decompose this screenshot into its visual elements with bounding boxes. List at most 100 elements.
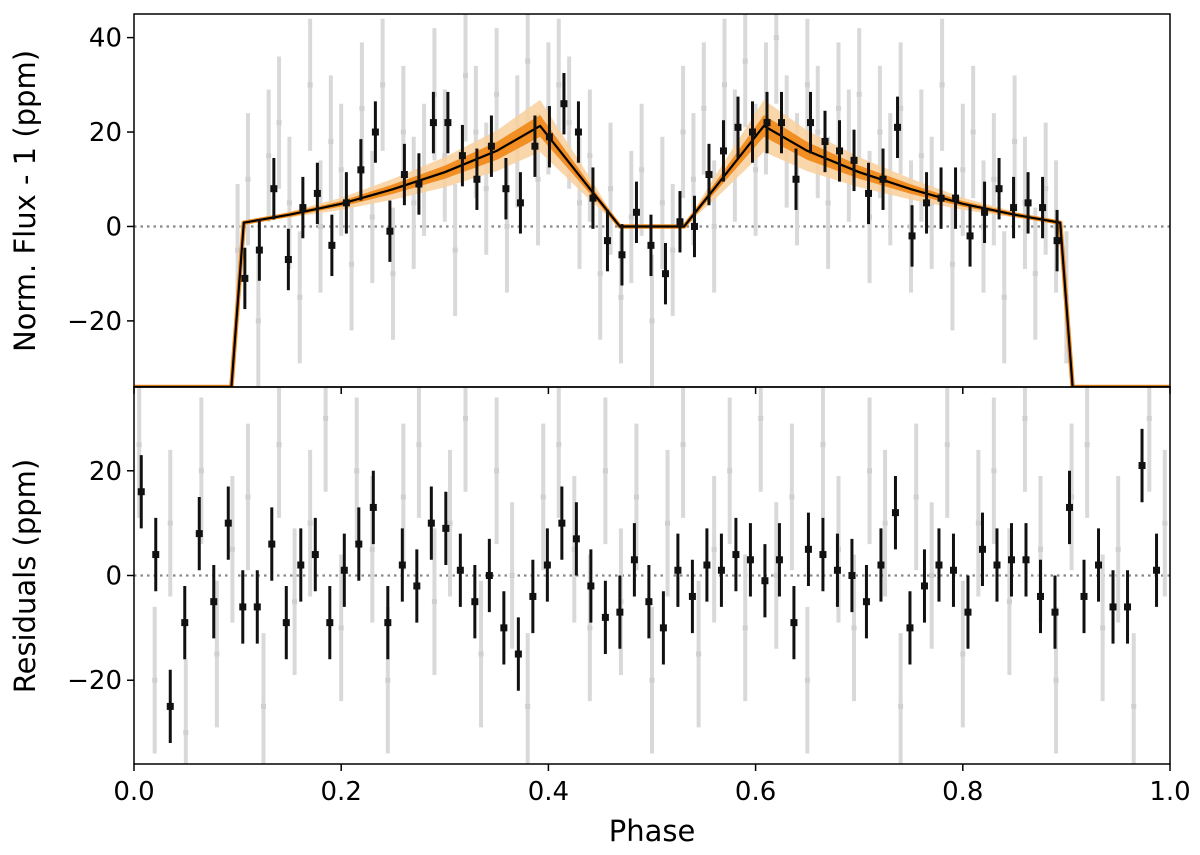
residual-binned-point-marker xyxy=(659,624,667,632)
binned-point xyxy=(676,191,684,253)
residual-binned-point-marker xyxy=(920,582,928,590)
unbinned-point-marker xyxy=(690,176,696,182)
binned-point xyxy=(1053,209,1061,272)
y-tick-label: 20 xyxy=(89,118,122,148)
residual-unbinned-point-marker xyxy=(338,625,344,631)
residual-unbinned-point-marker xyxy=(167,520,173,526)
residual-binned-point-marker xyxy=(485,572,493,579)
binned-point-marker xyxy=(778,119,785,127)
residual-binned-point-marker xyxy=(993,561,1001,569)
residual-unbinned-point xyxy=(944,387,950,518)
residual-unbinned-point xyxy=(882,449,888,597)
residual-binned-point-marker xyxy=(746,556,754,564)
residual-binned-point-marker xyxy=(833,566,841,574)
unbinned-point-marker xyxy=(753,167,759,173)
residual-unbinned-point-marker xyxy=(820,442,826,448)
binned-point xyxy=(719,120,727,182)
unbinned-point-marker xyxy=(494,91,500,97)
residual-unbinned-point xyxy=(742,554,748,702)
binned-point-marker xyxy=(792,175,800,183)
unbinned-point xyxy=(463,14,469,142)
binned-point-marker xyxy=(821,137,829,145)
residual-binned-point-marker xyxy=(384,619,392,627)
unbinned-point-marker xyxy=(276,120,282,126)
residual-binned-point xyxy=(659,591,667,665)
residual-unbinned-point-marker xyxy=(960,651,966,657)
residual-unbinned-point-marker xyxy=(1053,677,1059,683)
residual-binned-point xyxy=(746,523,754,597)
residual-unbinned-point-marker xyxy=(680,442,686,448)
unbinned-point xyxy=(338,103,344,236)
unbinned-point xyxy=(949,198,955,331)
residual-binned-point xyxy=(761,544,769,618)
binned-point xyxy=(574,101,582,163)
unbinned-point xyxy=(742,14,748,128)
unbinned-point-marker xyxy=(463,72,469,78)
residual-unbinned-point-marker xyxy=(416,442,422,448)
x-tick-label: 1.0 xyxy=(1149,777,1190,807)
binned-point xyxy=(241,247,249,310)
unbinned-point-marker xyxy=(680,129,686,135)
residual-binned-point xyxy=(775,523,783,597)
residual-binned-point-marker xyxy=(1037,592,1044,600)
residual-binned-point-marker xyxy=(848,572,856,579)
unbinned-point-marker xyxy=(359,105,365,111)
unbinned-point xyxy=(856,28,862,161)
residual-binned-point-marker xyxy=(1080,592,1088,600)
residual-unbinned-point xyxy=(1115,476,1121,623)
residual-binned-point-marker xyxy=(340,566,348,574)
residual-binned-point xyxy=(920,549,928,623)
binned-point-marker xyxy=(270,185,278,193)
unbinned-point xyxy=(411,136,417,269)
residual-binned-point-marker xyxy=(949,566,957,574)
unbinned-point xyxy=(245,113,251,246)
residual-binned-point xyxy=(529,559,537,634)
unbinned-point-marker xyxy=(369,214,375,220)
residual-unbinned-point-marker xyxy=(867,468,873,474)
binned-point xyxy=(734,96,742,159)
residual-unbinned-point-marker xyxy=(882,520,888,526)
binned-point xyxy=(661,242,669,305)
binned-point-marker xyxy=(429,119,437,127)
binned-point-marker xyxy=(748,128,756,136)
binned-point xyxy=(632,181,640,243)
unbinned-point xyxy=(639,103,645,236)
binned-point-marker xyxy=(473,175,481,183)
residual-binned-point xyxy=(137,455,145,529)
unbinned-point-marker xyxy=(328,138,334,144)
x-tick-label: 0.8 xyxy=(942,777,983,807)
residual-binned-point xyxy=(601,580,609,655)
binned-point xyxy=(371,101,379,163)
residual-unbinned-point-marker xyxy=(758,415,764,421)
binned-point-marker xyxy=(676,218,684,226)
unbinned-point-marker xyxy=(1043,186,1049,192)
binned-point-marker xyxy=(879,175,887,183)
unbinned-point xyxy=(276,56,282,189)
residual-binned-point-marker xyxy=(326,619,334,627)
residual-binned-point xyxy=(804,512,812,586)
residual-binned-point-marker xyxy=(282,619,290,627)
binned-point xyxy=(415,153,423,215)
residual-binned-point xyxy=(993,528,1001,602)
residual-binned-point xyxy=(1095,528,1103,602)
binned-point-marker xyxy=(545,133,553,141)
residual-binned-point xyxy=(369,470,377,545)
residual-unbinned-point xyxy=(665,449,671,597)
residual-binned-point xyxy=(688,559,696,634)
binned-point xyxy=(603,209,611,272)
binned-point xyxy=(400,143,408,206)
unbinned-point-marker xyxy=(442,153,448,159)
residual-unbinned-point xyxy=(898,633,904,764)
unbinned-point-marker xyxy=(473,129,479,135)
unbinned-point xyxy=(1043,122,1049,255)
unbinned-point-marker xyxy=(1001,294,1007,300)
residual-binned-point-marker xyxy=(514,650,522,658)
unbinned-point-marker xyxy=(1032,271,1038,277)
residuals-panel: −20 0 20 0.0 0.2 0.4 0.6 0.8 1.0 Residuals (ppm… xyxy=(8,387,1191,848)
unbinned-point-marker xyxy=(918,153,924,159)
residual-unbinned-point xyxy=(960,580,966,728)
unbinned-point xyxy=(659,136,665,269)
binned-point xyxy=(850,129,858,192)
unbinned-point-marker xyxy=(939,82,945,88)
residual-unbinned-point-marker xyxy=(789,494,795,500)
